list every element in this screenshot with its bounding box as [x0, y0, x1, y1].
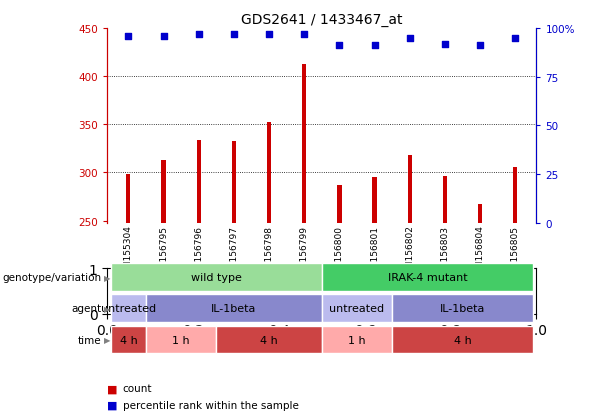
Bar: [111, 326, 146, 354]
Text: 4 h: 4 h: [120, 335, 137, 345]
Point: [440, 41, 450, 48]
Point: [229, 31, 239, 38]
Bar: [392, 295, 533, 323]
Text: GSM156797: GSM156797: [229, 225, 238, 280]
Bar: [392, 326, 533, 354]
Text: GSM156795: GSM156795: [159, 225, 168, 280]
Text: ■: ■: [107, 400, 118, 410]
Text: GSM156803: GSM156803: [440, 225, 449, 280]
Bar: [322, 295, 392, 323]
Point: [264, 31, 274, 38]
Bar: [216, 223, 251, 262]
Bar: [287, 223, 322, 262]
Text: GSM156798: GSM156798: [265, 225, 273, 280]
Text: ▶: ▶: [104, 304, 111, 313]
Bar: [498, 223, 533, 262]
Text: GSM155304: GSM155304: [124, 225, 133, 280]
Text: GSM156799: GSM156799: [300, 225, 309, 280]
Text: GSM156801: GSM156801: [370, 225, 379, 280]
Point: [299, 31, 309, 38]
Text: GSM156804: GSM156804: [476, 225, 485, 280]
Text: wild type: wild type: [191, 273, 242, 283]
Point: [159, 33, 169, 40]
Bar: [126, 175, 131, 223]
Text: GSM156805: GSM156805: [511, 225, 520, 280]
Bar: [111, 295, 146, 323]
Text: 1 h: 1 h: [172, 335, 190, 345]
Text: 1 h: 1 h: [348, 335, 366, 345]
Bar: [392, 223, 427, 262]
Point: [194, 31, 204, 38]
Point: [370, 43, 379, 50]
Bar: [146, 326, 216, 354]
Text: count: count: [123, 383, 152, 393]
Text: untreated: untreated: [329, 304, 384, 314]
Text: GSM156802: GSM156802: [405, 225, 414, 280]
Text: ■: ■: [107, 383, 118, 393]
Bar: [322, 326, 392, 354]
Text: 4 h: 4 h: [260, 335, 278, 345]
Bar: [337, 185, 341, 223]
Bar: [302, 64, 306, 223]
Bar: [216, 326, 322, 354]
Bar: [197, 140, 201, 223]
Bar: [181, 223, 216, 262]
Text: ▶: ▶: [104, 273, 111, 282]
Bar: [357, 223, 392, 262]
Title: GDS2641 / 1433467_at: GDS2641 / 1433467_at: [241, 12, 403, 26]
Bar: [322, 264, 533, 292]
Text: percentile rank within the sample: percentile rank within the sample: [123, 400, 299, 410]
Text: IL-1beta: IL-1beta: [440, 304, 485, 314]
Text: time: time: [77, 335, 101, 345]
Bar: [478, 205, 482, 223]
Bar: [443, 177, 447, 223]
Point: [475, 43, 485, 50]
Bar: [146, 223, 181, 262]
Text: IRAK-4 mutant: IRAK-4 mutant: [387, 273, 467, 283]
Bar: [111, 264, 322, 292]
Bar: [373, 178, 377, 223]
Bar: [513, 167, 517, 223]
Bar: [322, 223, 357, 262]
Bar: [408, 156, 412, 223]
Point: [405, 36, 414, 42]
Text: agent: agent: [71, 304, 101, 314]
Bar: [111, 223, 146, 262]
Point: [335, 43, 345, 50]
Bar: [463, 223, 498, 262]
Bar: [161, 161, 166, 223]
Text: untreated: untreated: [101, 304, 156, 314]
Text: IL-1beta: IL-1beta: [211, 304, 257, 314]
Text: ▶: ▶: [104, 335, 111, 344]
Bar: [267, 123, 271, 223]
Text: GSM156800: GSM156800: [335, 225, 344, 280]
Text: genotype/variation: genotype/variation: [2, 273, 101, 283]
Bar: [146, 295, 322, 323]
Bar: [251, 223, 287, 262]
Text: 4 h: 4 h: [454, 335, 471, 345]
Bar: [232, 141, 236, 223]
Text: GSM156796: GSM156796: [194, 225, 204, 280]
Point: [123, 33, 133, 40]
Bar: [427, 223, 463, 262]
Point: [511, 36, 520, 42]
